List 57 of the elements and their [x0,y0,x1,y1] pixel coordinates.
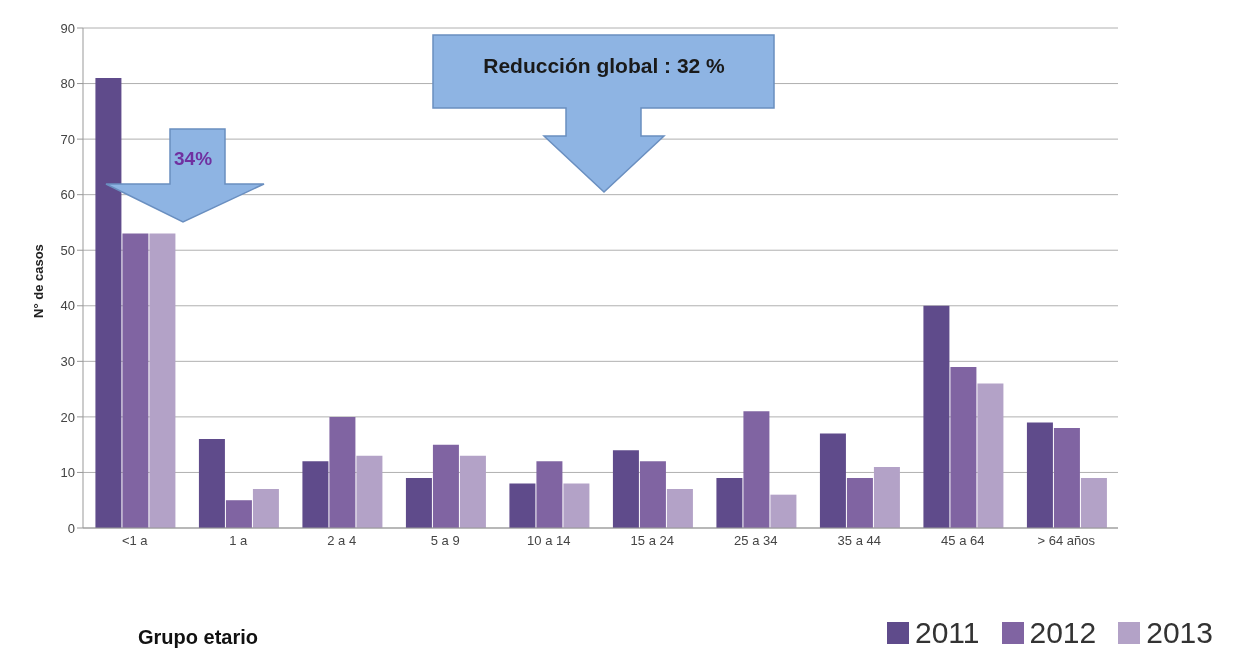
bar [1080,478,1107,528]
y-tick-label: 60 [60,187,75,203]
y-tick-label: 0 [67,520,75,536]
legend-label: 2011 [914,616,980,650]
y-tick-label: 30 [60,353,75,369]
bar [846,478,873,528]
x-tick-label: <1 a [121,533,149,549]
y-tick-label: 90 [60,20,75,36]
bar [95,78,122,528]
annotation: 34% [174,148,213,170]
y-tick-label: 50 [60,242,75,258]
bar [459,455,486,528]
legend-label: 2012 [1029,616,1097,650]
bar [716,478,743,528]
bar [639,461,666,528]
x-tick-label: 25 a 34 [734,533,778,549]
x-axis-title: Grupo etario [138,626,259,649]
bar [225,500,252,528]
bar [770,494,797,528]
annotation: Reducción global : 32 % [482,54,726,78]
bar [563,483,590,528]
bar [198,439,225,528]
bar [252,489,279,528]
y-tick-label: 10 [60,465,75,481]
bar [122,233,149,528]
bar [509,483,536,528]
bar [356,455,383,528]
bar [923,305,950,528]
legend-label: 2013 [1146,616,1213,650]
y-tick-label: 70 [60,131,75,147]
x-tick-label: 5 a 9 [430,533,460,549]
y-axis-title: N° de casos [30,244,46,318]
bar [612,450,639,528]
x-tick-label: > 64 años [1037,533,1096,549]
x-tick-label: 1 a [229,533,249,549]
bar [1053,428,1080,528]
x-tick-label: 35 a 44 [837,533,881,549]
bar [666,489,693,528]
bar [873,466,900,528]
x-tick-label: 2 a 4 [327,533,357,549]
bar [1026,422,1053,528]
x-tick-label: 10 a 14 [527,533,571,549]
y-tick-label: 80 [60,76,75,92]
y-tick-label: 40 [60,298,75,314]
x-tick-label: 15 a 24 [630,533,674,549]
bar [149,233,176,528]
bar [329,416,356,528]
bar [819,433,846,528]
y-tick-label: 20 [60,409,75,425]
bar [536,461,563,528]
bar [977,383,1004,528]
bar [302,461,329,528]
bar [405,478,432,528]
x-tick-label: 45 a 64 [941,533,985,549]
bar [432,444,459,528]
bar [950,366,977,528]
bar [743,411,770,528]
